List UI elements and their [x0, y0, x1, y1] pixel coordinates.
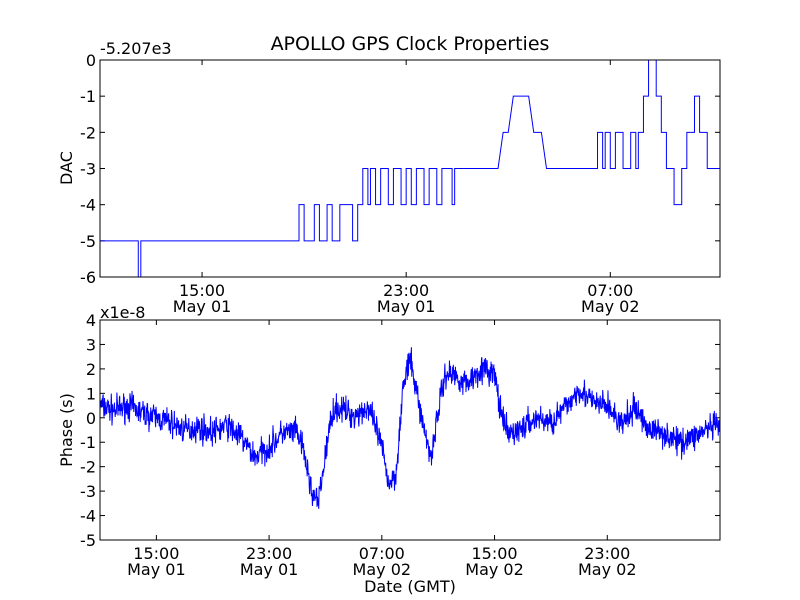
- phase-xtick-time-label: 07:00: [359, 544, 405, 563]
- dac-ytick-label: -1: [80, 87, 96, 106]
- dac-xtick-date-label: May 02: [581, 297, 640, 316]
- dac-xtick-time-label: 15:00: [179, 281, 225, 300]
- dac-ytick-label: -5: [80, 232, 96, 251]
- dac-y-axis-label: DAC: [57, 151, 76, 185]
- dac-ytick-label: 0: [86, 51, 96, 70]
- dac-ytick-label: -6: [80, 268, 96, 287]
- phase-series-group: [100, 347, 720, 509]
- phase-xtick-date-label: May 01: [127, 560, 186, 579]
- phase-plot-frame: [99, 319, 721, 541]
- phase-ytick-label: -1: [80, 433, 96, 452]
- phase-xtick-date-label: May 02: [465, 560, 524, 579]
- phase-xtick-time-label: 23:00: [584, 544, 630, 563]
- dac-xtick-time-label: 23:00: [383, 281, 429, 300]
- dac-ytick-label: -3: [80, 160, 96, 179]
- dac-series-group: [100, 60, 720, 277]
- dac-xtick-time-label: 07:00: [587, 281, 633, 300]
- dac-offset-label: -5.207e3: [100, 39, 172, 58]
- phase-ytick-label: -4: [80, 507, 96, 526]
- phase-ytick-label: 3: [86, 335, 96, 354]
- dac-ytick-label: -4: [80, 196, 96, 215]
- phase-y-axis-label: Phase (s): [57, 393, 76, 467]
- dac-series-line: [100, 60, 720, 277]
- phase-xtick-date-label: May 01: [240, 560, 299, 579]
- phase-ytick-label: 0: [86, 409, 96, 428]
- dac-xtick-date-label: May 01: [173, 297, 232, 316]
- chart-title: APOLLO GPS Clock Properties: [271, 33, 550, 55]
- phase-ytick-label: 1: [86, 384, 96, 403]
- phase-ytick-label: 2: [86, 360, 96, 379]
- phase-xtick-time-label: 15:00: [471, 544, 517, 563]
- phase-ytick-label: -2: [80, 458, 96, 477]
- dac-plot-frame: [99, 59, 721, 278]
- phase-xtick-time-label: 23:00: [246, 544, 292, 563]
- phase-series-line: [100, 347, 720, 509]
- phase-ytick-label: 4: [86, 311, 96, 330]
- phase-xtick-date-label: May 02: [578, 560, 637, 579]
- phase-x-axis-label: Date (GMT): [364, 577, 456, 596]
- dac-xtick-date-label: May 01: [377, 297, 436, 316]
- phase-offset-label: x1e-8: [100, 303, 145, 322]
- phase-ytick-label: -3: [80, 482, 96, 501]
- phase-xtick-date-label: May 02: [353, 560, 412, 579]
- phase-ytick-label: -5: [80, 531, 96, 550]
- phase-xtick-time-label: 15:00: [133, 544, 179, 563]
- dac-ytick-label: -2: [80, 123, 96, 142]
